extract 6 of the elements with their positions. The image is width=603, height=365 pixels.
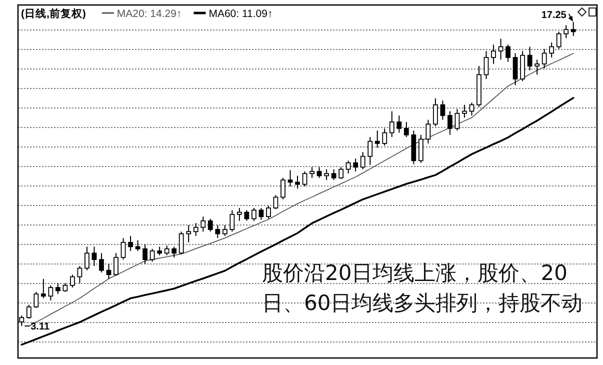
text: 17.25 <box>541 10 567 21</box>
legend: MA60: 11.09↑ <box>208 8 273 20</box>
chart-title: (日线,前复权) <box>21 7 86 20</box>
annotation: 3.11 <box>30 322 50 332</box>
annotation: 股价沿20日均线上涨，股价、20日、60日均线多头排列，持股不动 <box>262 260 584 317</box>
legend: MA20: 14.29↑ <box>116 8 182 20</box>
